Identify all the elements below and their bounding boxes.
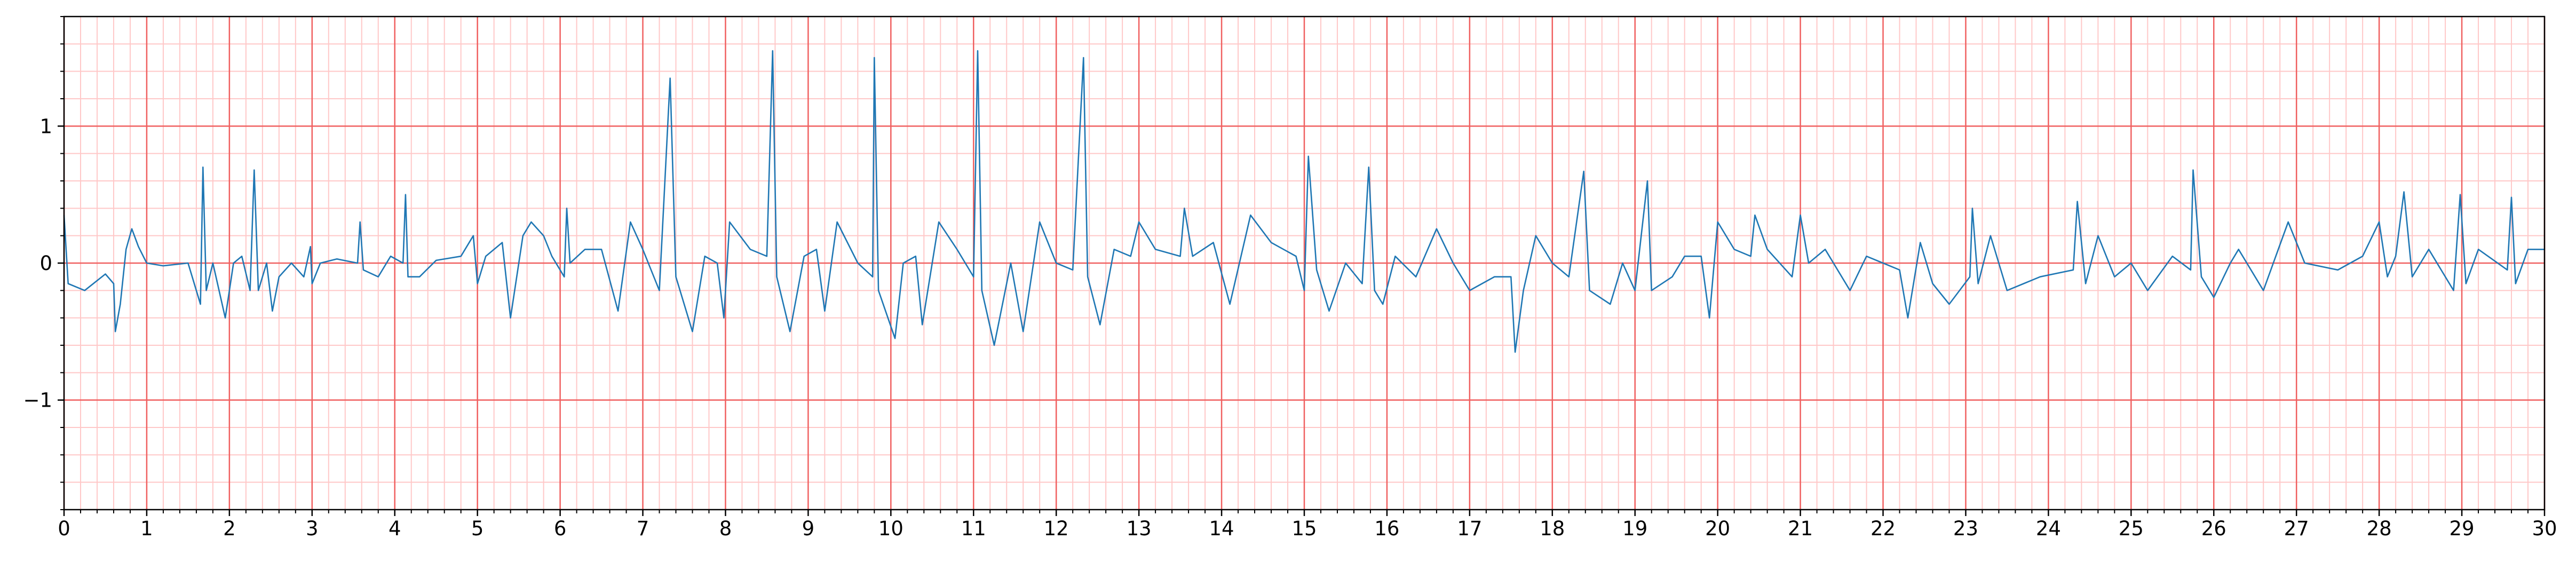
x-tick-label: 25 [2119,517,2144,540]
x-tick-label: 27 [2284,517,2309,540]
ecg-trace [63,50,2545,353]
x-tick-label: 1 [140,517,153,540]
x-tick-label: 26 [2201,517,2226,540]
x-tick-label: 18 [1540,517,1565,540]
y-tick-label: 1 [39,115,52,138]
major-grid [63,17,2546,510]
x-tick-label: 2 [223,517,236,540]
x-tick-label: 12 [1044,517,1069,540]
axes: 0 1 2 3 4 5 6 7 8 9 10 11 12 13 14 15 16 17 18 19 20 21 22 23 24… [23,15,2557,540]
x-tick-label: 6 [554,517,567,540]
x-tick-label: 10 [878,517,903,540]
y-tick-label: 0 [39,252,52,275]
x-tick-label: 24 [2036,517,2061,540]
x-tick-label: 19 [1622,517,1647,540]
x-tick-label: 23 [1953,517,1978,540]
x-tick-label: 9 [802,517,815,540]
x-tick-label: 8 [719,517,732,540]
x-tick-label: 29 [2450,517,2475,540]
x-tick-label: 4 [389,517,401,540]
x-tick-label: 11 [961,517,986,540]
x-tick-label: 15 [1291,517,1317,540]
y-tick-label: −1 [23,389,52,412]
x-tick-label: 28 [2367,517,2392,540]
x-tick-label: 30 [2532,517,2557,540]
x-tick-label: 22 [1870,517,1896,540]
x-tick-label: 0 [58,517,70,540]
x-tick-label: 5 [471,517,484,540]
x-tick-label: 16 [1374,517,1399,540]
x-tick-label: 14 [1209,517,1234,540]
x-tick-label: 13 [1127,517,1152,540]
axes-frame [63,15,2546,511]
x-tick-label: 17 [1457,517,1482,540]
x-tick-label: 20 [1705,517,1730,540]
x-tick-label: 7 [637,517,649,540]
x-tick-label: 3 [306,517,319,540]
x-tick-label: 21 [1788,517,1813,540]
plot-area [63,50,2545,353]
